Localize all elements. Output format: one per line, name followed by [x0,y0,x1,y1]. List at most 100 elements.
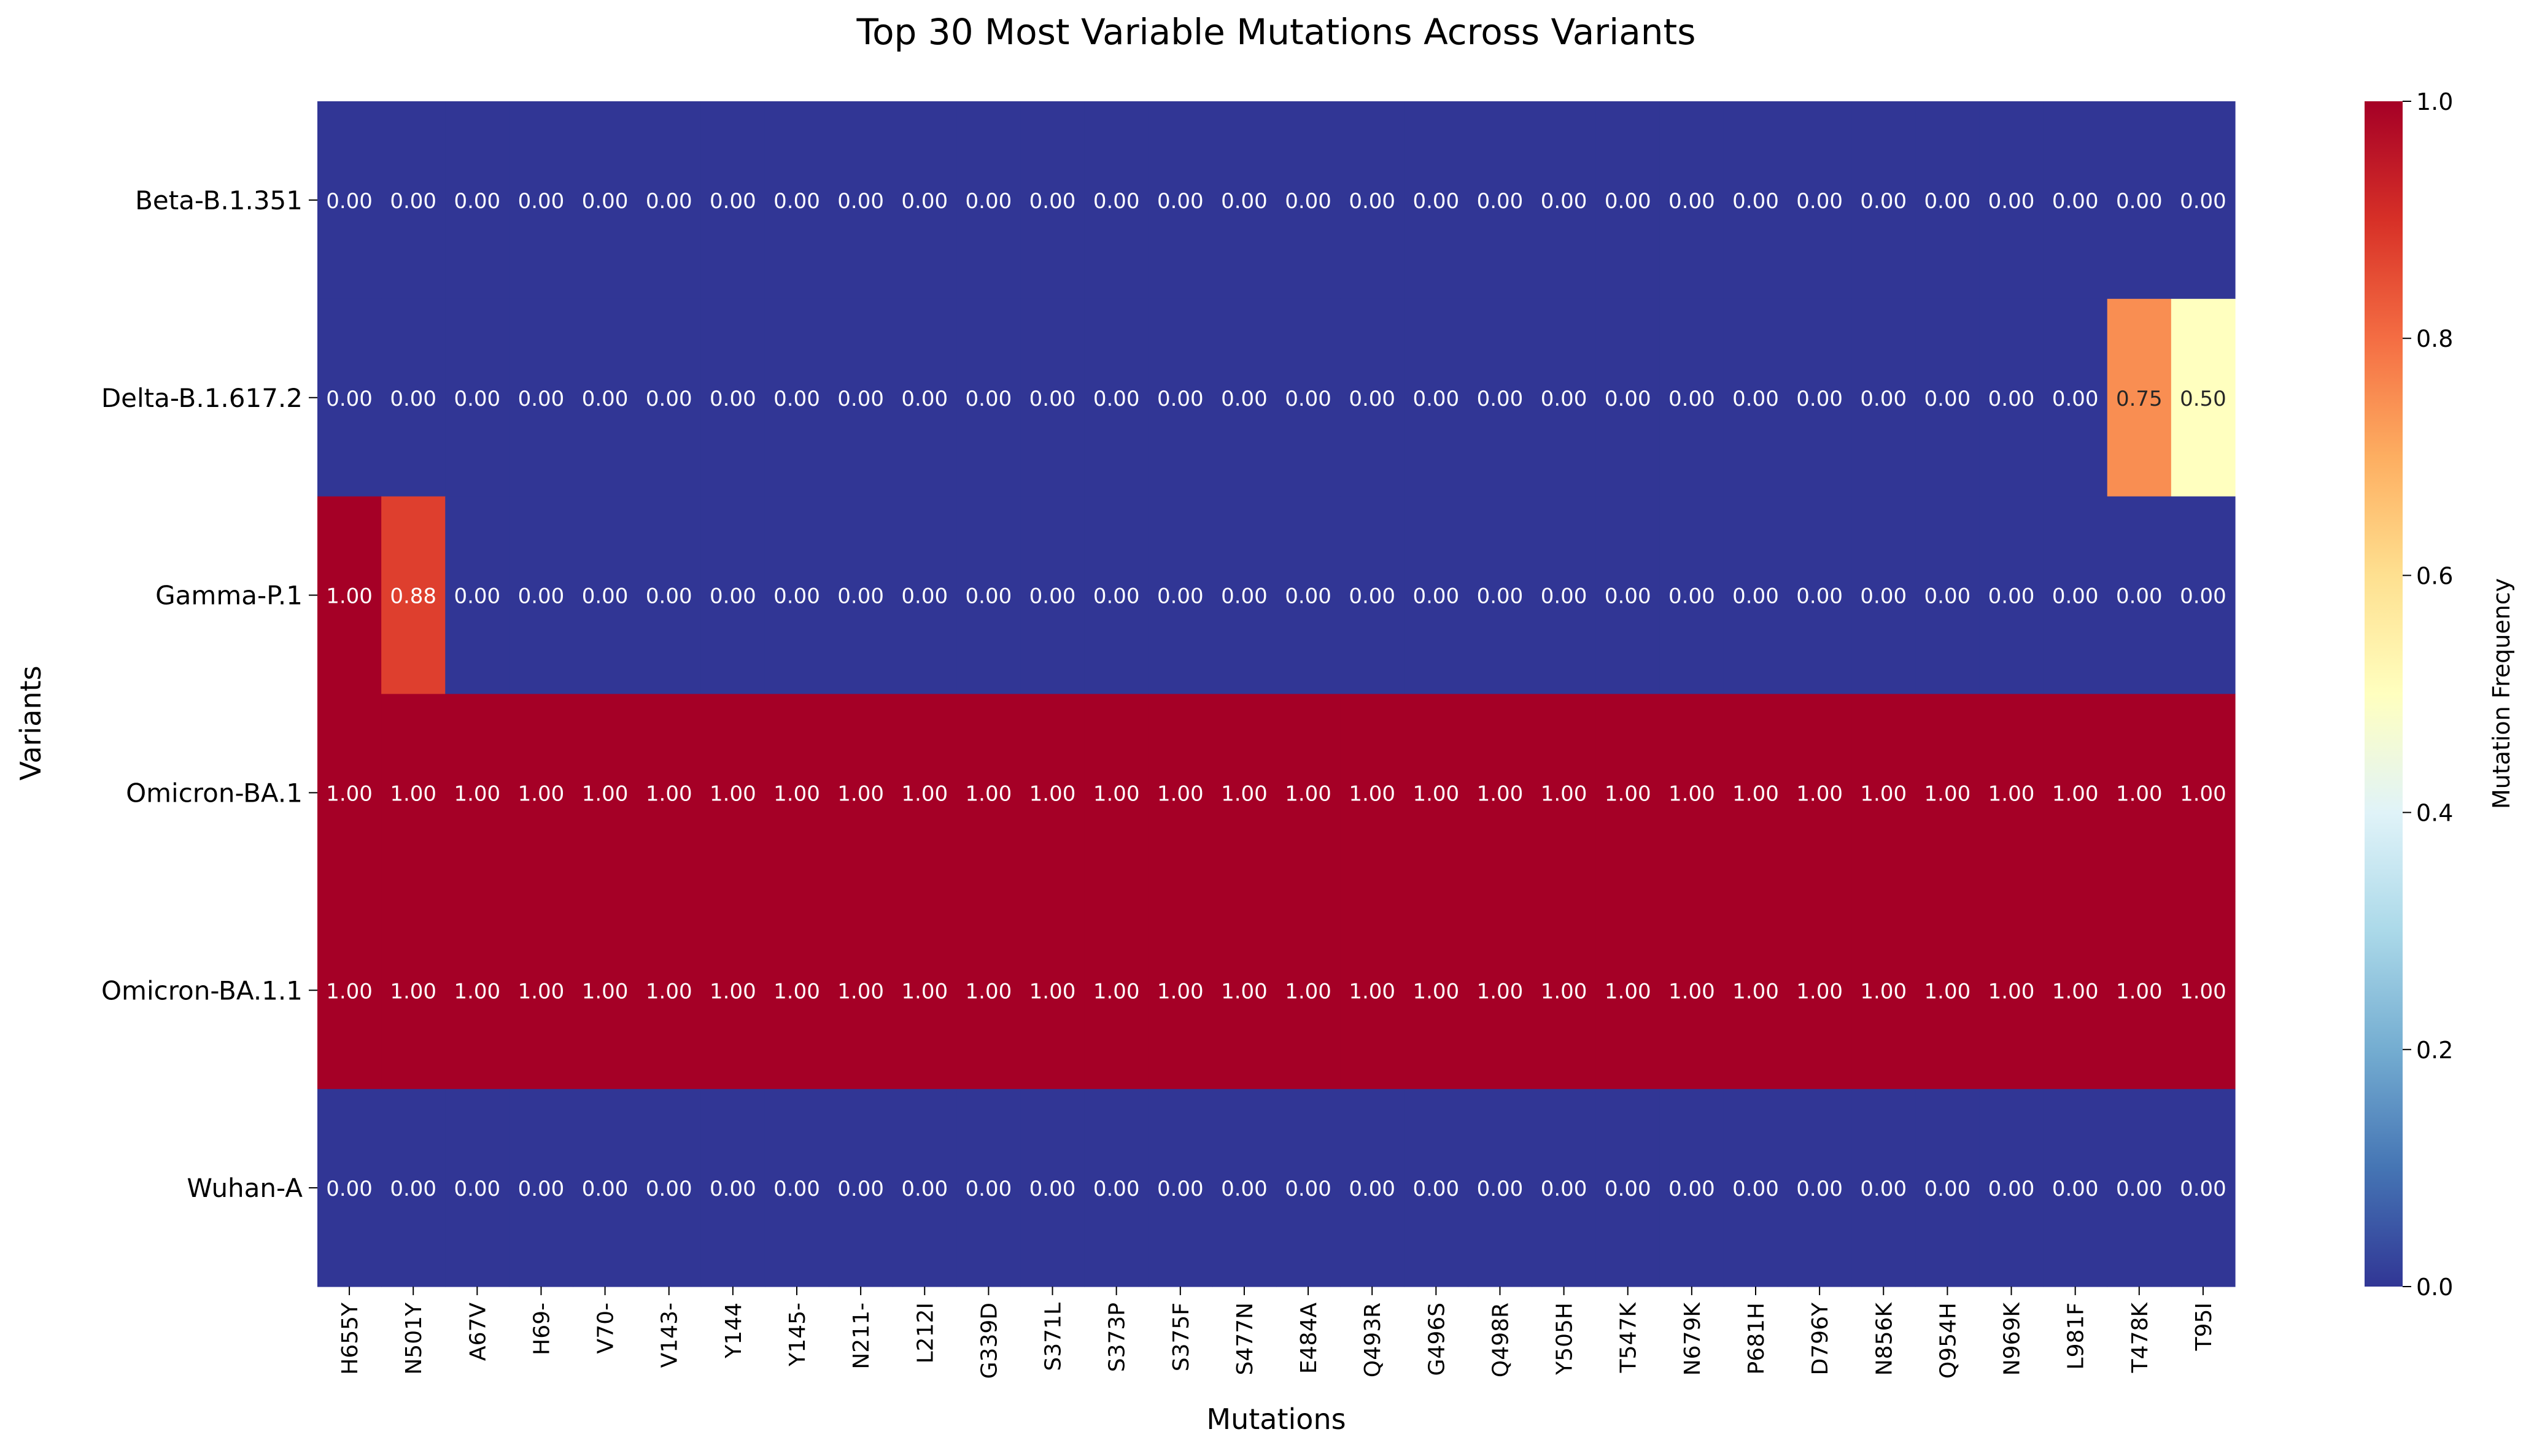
cell-value-label: 0.00 [773,584,820,609]
heatmap-cell [1404,101,1468,300]
heatmap-cell [1851,496,1916,695]
cell-value-label: 1.00 [1541,781,1587,806]
cell-value-label: 0.00 [1988,1177,2035,1201]
cell-value-label: 0.00 [966,387,1012,411]
heatmap-cell [1723,298,1788,497]
cell-value-label: 0.50 [2180,387,2226,411]
heatmap-cell [509,1089,574,1287]
heatmap-cell [573,1089,638,1287]
cell-value-label: 1.00 [1221,781,1268,806]
cell-value-label: 0.00 [518,189,565,214]
heatmap-cell [1723,1089,1788,1287]
cell-value-label: 0.00 [1412,584,1459,609]
heatmap-cell [956,496,1021,695]
x-tick-label: Y145- [785,1303,810,1367]
cell-value-label: 1.00 [773,979,820,1004]
x-tick-label: L981F [2064,1303,2089,1369]
heatmap-cell [893,496,957,695]
heatmap-cell [700,694,765,892]
cell-value-label: 1.00 [326,979,373,1004]
heatmap-cell [1595,298,1660,497]
heatmap-cells [317,101,2236,1287]
heatmap-cell [1979,496,2044,695]
cell-value-label: 0.00 [1924,1177,1971,1201]
heatmap-cell [1340,496,1405,695]
heatmap-cell [700,298,765,497]
cell-value-label: 0.00 [773,387,820,411]
cell-value-label: 1.00 [1029,781,1076,806]
cell-value-label: 1.00 [454,979,500,1004]
x-tick-label: P681H [1744,1303,1769,1375]
cell-value-label: 0.00 [2052,189,2099,214]
cell-value-label: 0.00 [1093,1177,1140,1201]
cell-value-label: 0.00 [646,584,692,609]
cell-value-label: 1.00 [582,781,629,806]
cell-value-label: 0.00 [1668,1177,1715,1201]
heatmap-cell [1532,694,1597,892]
heatmap-cell [1532,101,1597,300]
x-tick-label: H655Y [338,1302,363,1375]
cell-value-label: 1.00 [1412,781,1459,806]
cell-value-label: 1.00 [966,979,1012,1004]
heatmap-cell [2043,101,2108,300]
cell-value-label: 0.00 [1349,1177,1395,1201]
heatmap-cell [1659,101,1724,300]
cell-value-label: 0.00 [1668,387,1715,411]
x-tick-label: N211- [849,1303,874,1369]
heatmap-cell [893,891,957,1090]
cell-value-label: 0.00 [1157,387,1204,411]
cell-value-label: 0.00 [1541,387,1587,411]
heatmap-cell [317,694,382,892]
cell-value-label: 0.00 [1732,1177,1779,1201]
colorbar-tick-label: 1.0 [2416,88,2453,115]
cell-value-label: 0.00 [1349,189,1395,214]
heatmap-cell [573,891,638,1090]
cell-value-label: 1.00 [1093,781,1140,806]
heatmap-cell [573,694,638,892]
heatmap-cell [1020,891,1085,1090]
cell-value-label: 0.00 [2052,387,2099,411]
cell-value-label: 0.00 [1029,189,1076,214]
heatmap-cell [1659,891,1724,1090]
heatmap-cell [1340,891,1405,1090]
heatmap-cell [1532,496,1597,695]
heatmap-cell [2171,101,2236,300]
cell-value-label: 0.00 [1285,584,1331,609]
heatmap-cell [1595,496,1660,695]
cell-value-label: 0.00 [1988,584,2035,609]
heatmap-cell [1979,101,2044,300]
cell-value-label: 0.00 [773,189,820,214]
cell-value-label: 0.00 [2052,1177,2099,1201]
cell-value-label: 1.00 [1924,979,1971,1004]
heatmap-cell [2171,298,2236,497]
heatmap-cell [1340,101,1405,300]
heatmap-cell [637,891,702,1090]
cell-value-label: 0.00 [710,584,756,609]
heatmap-cell [445,101,510,300]
heatmap-cell [1084,891,1149,1090]
heatmap-cell [1148,298,1213,497]
colorbar-ticks: 0.0 0.2 0.4 0.6 0.8 1.0 [2403,88,2453,1301]
heatmap-cell [1276,1089,1341,1287]
cell-value-label: 0.00 [1477,189,1524,214]
heatmap-cell [1212,1089,1277,1287]
cell-value-label: 0.00 [2116,584,2163,609]
cell-value-label: 0.00 [1412,1177,1459,1201]
heatmap-cell [1020,1089,1085,1287]
cell-value-label: 0.00 [1605,189,1651,214]
heatmap-cell [2171,694,2236,892]
cell-value-label: 0.00 [326,1177,373,1201]
heatmap-cell [1340,1089,1405,1287]
heatmap-cell [893,1089,957,1287]
heatmap-cell [1532,891,1597,1090]
cell-value-label: 1.00 [1029,979,1076,1004]
colorbar-gradient [2365,101,2403,1287]
cell-value-label: 1.00 [454,781,500,806]
heatmap-cell [1404,496,1468,695]
cell-value-label: 0.00 [710,387,756,411]
heatmap-cell [1084,101,1149,300]
y-tick-label: Omicron-BA.1.1 [101,975,303,1005]
heatmap-cell [1851,891,1916,1090]
heatmap-cell [956,891,1021,1090]
heatmap-cell [956,298,1021,497]
